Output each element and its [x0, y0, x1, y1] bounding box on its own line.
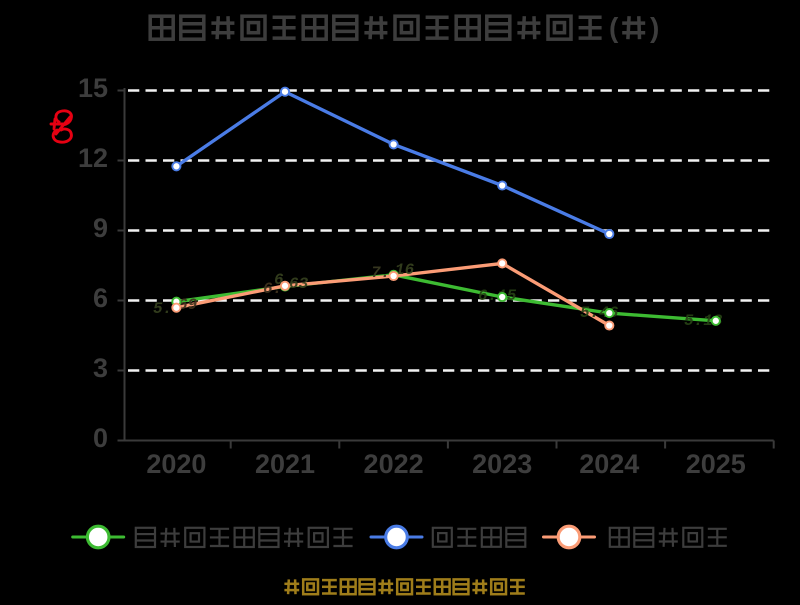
svg-text:2020: 2020: [146, 449, 206, 479]
svg-text:6: 6: [93, 283, 108, 313]
svg-text:): ): [650, 12, 659, 43]
svg-text:5.: 5.: [153, 300, 172, 318]
svg-text:2025: 2025: [686, 449, 746, 479]
svg-text:12: 12: [78, 143, 108, 173]
svg-text:2023: 2023: [472, 449, 532, 479]
svg-text:0: 0: [93, 423, 108, 453]
svg-text:(: (: [609, 12, 619, 43]
svg-text:63: 63: [289, 275, 309, 293]
svg-text:2024: 2024: [579, 449, 639, 479]
svg-text:3: 3: [93, 353, 108, 383]
svg-text:69: 69: [178, 296, 198, 314]
svg-text:2021: 2021: [255, 449, 315, 479]
svg-text:15: 15: [78, 73, 108, 103]
svg-text:2022: 2022: [364, 449, 424, 479]
svg-text:9: 9: [93, 213, 108, 243]
svg-text:7.: 7.: [371, 264, 390, 282]
